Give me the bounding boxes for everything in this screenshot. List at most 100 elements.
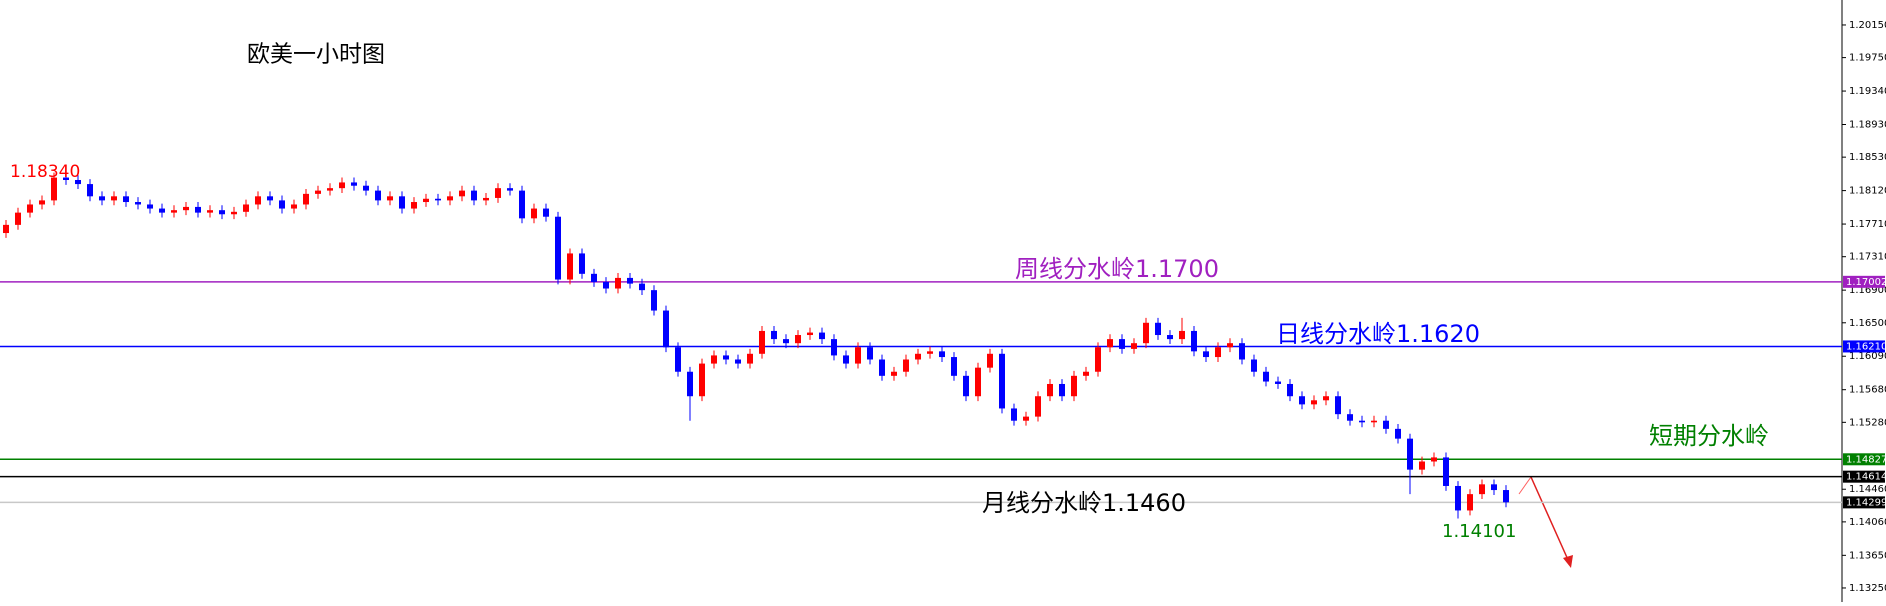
candle-body <box>579 253 585 274</box>
candle-body <box>363 185 369 191</box>
chart-title: 欧美一小时图 <box>247 42 385 68</box>
candle-body <box>1347 414 1353 421</box>
annotation: 周线分水岭1.1700 <box>1015 255 1219 283</box>
candle-body <box>999 353 1005 409</box>
y-tick-label: 1.16090 <box>1849 351 1886 362</box>
y-tick-label: 1.16500 <box>1849 318 1886 329</box>
candle-body <box>483 197 489 201</box>
candle-body <box>1251 359 1257 372</box>
y-tick-label: 1.18530 <box>1849 152 1886 163</box>
candle-body <box>687 371 693 397</box>
arrow-lead <box>1518 476 1532 495</box>
y-tick-label: 1.19750 <box>1849 53 1886 64</box>
y-tick-label: 1.13650 <box>1849 550 1886 561</box>
candle-body <box>315 190 321 194</box>
annotation: 短期分水岭 <box>1649 422 1769 450</box>
candle-body <box>939 351 945 358</box>
candle-body <box>963 375 969 397</box>
y-tick-label: 1.15280 <box>1849 417 1886 428</box>
level-tag <box>1843 453 1885 466</box>
candle-body <box>1491 484 1497 491</box>
candle-body <box>591 273 597 282</box>
candle-body <box>891 371 897 376</box>
candle-body <box>1239 343 1245 360</box>
candle-body <box>459 190 465 197</box>
candle-body <box>231 211 237 215</box>
candle-body <box>1119 339 1125 349</box>
candle-body <box>219 210 225 215</box>
candle-body <box>123 196 129 203</box>
candle-body <box>1455 485 1461 511</box>
candle-body <box>555 216 561 280</box>
candle-body <box>159 208 165 213</box>
candle-body <box>1275 381 1281 384</box>
candle-body <box>843 355 849 364</box>
candle-body <box>819 332 825 340</box>
candle-body <box>663 310 669 348</box>
candle-body <box>387 196 393 201</box>
candle-body <box>807 332 813 336</box>
candle-body <box>435 198 441 201</box>
candle-body <box>411 202 417 209</box>
candle-body <box>1191 330 1197 352</box>
candle-body <box>267 196 273 201</box>
level-tag <box>1843 496 1885 509</box>
candle-body <box>855 347 861 364</box>
candle-body <box>795 335 801 344</box>
candle-body <box>99 196 105 201</box>
candle-body <box>243 204 249 212</box>
candle-body <box>303 193 309 205</box>
candle-body <box>1287 383 1293 397</box>
candle-body <box>759 330 765 354</box>
y-tick-label: 1.20150 <box>1849 20 1886 31</box>
candle-body <box>951 357 957 376</box>
candle-body <box>3 224 9 234</box>
candle-body <box>1227 343 1233 348</box>
candle-body <box>735 359 741 364</box>
candle-body <box>75 179 81 185</box>
candle-body <box>1359 420 1365 423</box>
candle-body <box>147 204 153 209</box>
candle-body <box>543 208 549 217</box>
candle-body <box>1215 347 1221 358</box>
candle-body <box>711 355 717 364</box>
candle-body <box>1179 330 1185 340</box>
candle-body <box>879 359 885 376</box>
candle-body <box>915 353 921 360</box>
candle-body <box>291 204 297 209</box>
candle-body <box>471 190 477 201</box>
candle-body <box>27 204 33 213</box>
candle-body <box>1311 400 1317 405</box>
candle-body <box>207 210 213 213</box>
candle-body <box>1143 322 1149 344</box>
candle-body <box>1095 347 1101 372</box>
candle-body <box>1167 335 1173 340</box>
candle-body <box>171 210 177 213</box>
forecast-arrow <box>1530 476 1570 563</box>
candle-body <box>375 190 381 201</box>
candle-body <box>975 367 981 397</box>
y-tick-label: 1.14060 <box>1849 517 1886 528</box>
candle-body <box>1107 339 1113 348</box>
y-tick-label: 1.17710 <box>1849 219 1886 230</box>
candle-body <box>639 283 645 291</box>
candle-body <box>1503 490 1509 503</box>
candle-body <box>351 182 357 186</box>
candle-body <box>495 188 501 198</box>
y-tick-label: 1.14460 <box>1849 484 1886 495</box>
candle-body <box>783 339 789 344</box>
candle-body <box>339 182 345 189</box>
candle-body <box>507 188 513 191</box>
candle-body <box>183 206 189 211</box>
candle-body <box>279 200 285 209</box>
candle-body <box>63 177 69 180</box>
candle-body <box>255 196 261 205</box>
candle-body <box>135 202 141 205</box>
candle-body <box>771 330 777 340</box>
candle-body <box>39 200 45 205</box>
candle-body <box>903 359 909 372</box>
annotation: 1.18340 <box>10 162 80 182</box>
level-tag-label: 1.14299 <box>1846 497 1886 508</box>
level-tag-label: 1.17002 <box>1846 277 1886 288</box>
candle-body <box>1131 343 1137 349</box>
